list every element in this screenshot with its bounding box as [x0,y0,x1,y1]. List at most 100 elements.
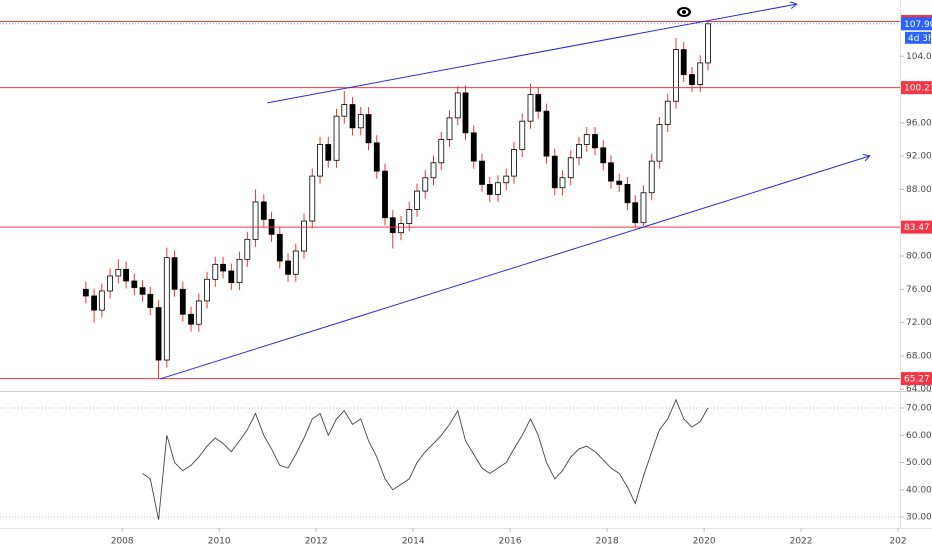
candle-body [365,114,372,144]
candle-body [276,233,283,262]
candle-body [179,288,186,315]
hline-price-tag: 65.27 [904,375,930,385]
x-tick-label: 2016 [499,537,522,547]
candle-body [648,160,655,194]
candle-body [292,250,299,275]
candle-body [98,290,105,311]
candle-body [195,300,202,325]
candle-body [697,62,704,85]
countdown: 4d 3h [908,34,932,44]
x-tick-label: 2008 [111,537,134,547]
candle-body [325,144,332,161]
candle-body [664,100,671,125]
candle-body [535,94,542,112]
candle-body [454,92,461,119]
candle-body [576,144,582,159]
candle-body [244,238,251,260]
y-tick-label: 96.00 [906,118,932,128]
candle-body [228,270,235,284]
candle-body [559,177,566,189]
candle-body [479,160,485,185]
y-tick-label: 72.00 [906,318,932,328]
candle-body [163,257,170,361]
candle-body [349,104,356,129]
candle-body [527,94,534,122]
candle-body [260,201,267,220]
candle-body [600,147,607,164]
trend-line [159,155,871,380]
hline-price-tag: 83.47 [904,223,930,233]
hline-price-tag: 100.23 [904,84,932,94]
candle-body [486,184,493,195]
x-tick-label: 202 [889,537,906,547]
candle-body [107,275,113,292]
candle-body [285,260,291,275]
x-tick-label: 2012 [305,537,328,547]
hline-price-tag-bg [901,81,932,95]
candle-body [446,117,453,140]
y-tick-label: 64.00 [906,385,932,395]
candle-body [131,280,138,289]
candle-body [389,217,396,234]
candle-body [309,175,316,222]
candle-body [188,313,194,325]
y-tick-label: 80.00 [906,252,932,262]
x-tick-label: 2010 [208,537,231,547]
candle-body [357,114,364,129]
candle-body [519,120,526,150]
x-tick-label: 2022 [790,537,813,547]
candle-body [551,155,558,189]
candle-body [624,184,631,204]
candle-body [673,49,679,102]
candle-body [680,49,687,75]
candle-body [406,208,413,224]
candle-body [341,104,348,117]
candle-body [462,92,469,134]
indicator-line [142,398,709,520]
candle-body [608,162,614,182]
candle-body [252,201,259,240]
candle-body [398,223,404,234]
trend-arrow [862,154,871,162]
indicator-y-tick-label: 60.00 [906,431,932,441]
candle-body [82,288,89,297]
x-tick-label: 2014 [402,537,425,547]
candle-body [640,192,647,224]
candle-body [422,177,429,192]
candle-body [632,202,639,224]
trend-line [267,3,797,104]
indicator-y-tick-label: 30.00 [906,513,932,523]
indicator-y-tick-label: 40.00 [906,485,932,495]
candle-body [438,139,445,164]
y-tick-label: 68.00 [906,351,932,361]
x-tick-label: 2020 [693,537,716,547]
candle-body [430,162,437,179]
y-tick-label: 104.00 [906,52,932,62]
candle-body [689,74,695,85]
candle-body [212,263,219,280]
candle-body [470,132,477,162]
y-tick-label: 76.00 [906,285,932,295]
candle-body [705,23,711,64]
last-price-tag: 107.90 [904,20,932,30]
plot-area [82,21,711,379]
candle-body [373,142,380,172]
candle-body [382,170,388,219]
y-tick-label: 88.00 [906,185,932,195]
candle-body [139,287,146,295]
indicator-y-tick-label: 70.00 [906,404,932,414]
candle-body [656,124,663,162]
y-tick-label: 92.00 [906,152,932,162]
candle-body [543,110,550,157]
candle-body [503,175,510,184]
indicator-y-tick-label: 50.00 [906,458,932,468]
candle-body [317,144,323,177]
candle-body [155,307,162,361]
candle-body [616,180,623,185]
hline-price-tag-bg [901,220,932,234]
eye-pupil [682,10,686,14]
eye-icon[interactable] [677,7,691,17]
hline-price-tag-bg [901,372,932,386]
